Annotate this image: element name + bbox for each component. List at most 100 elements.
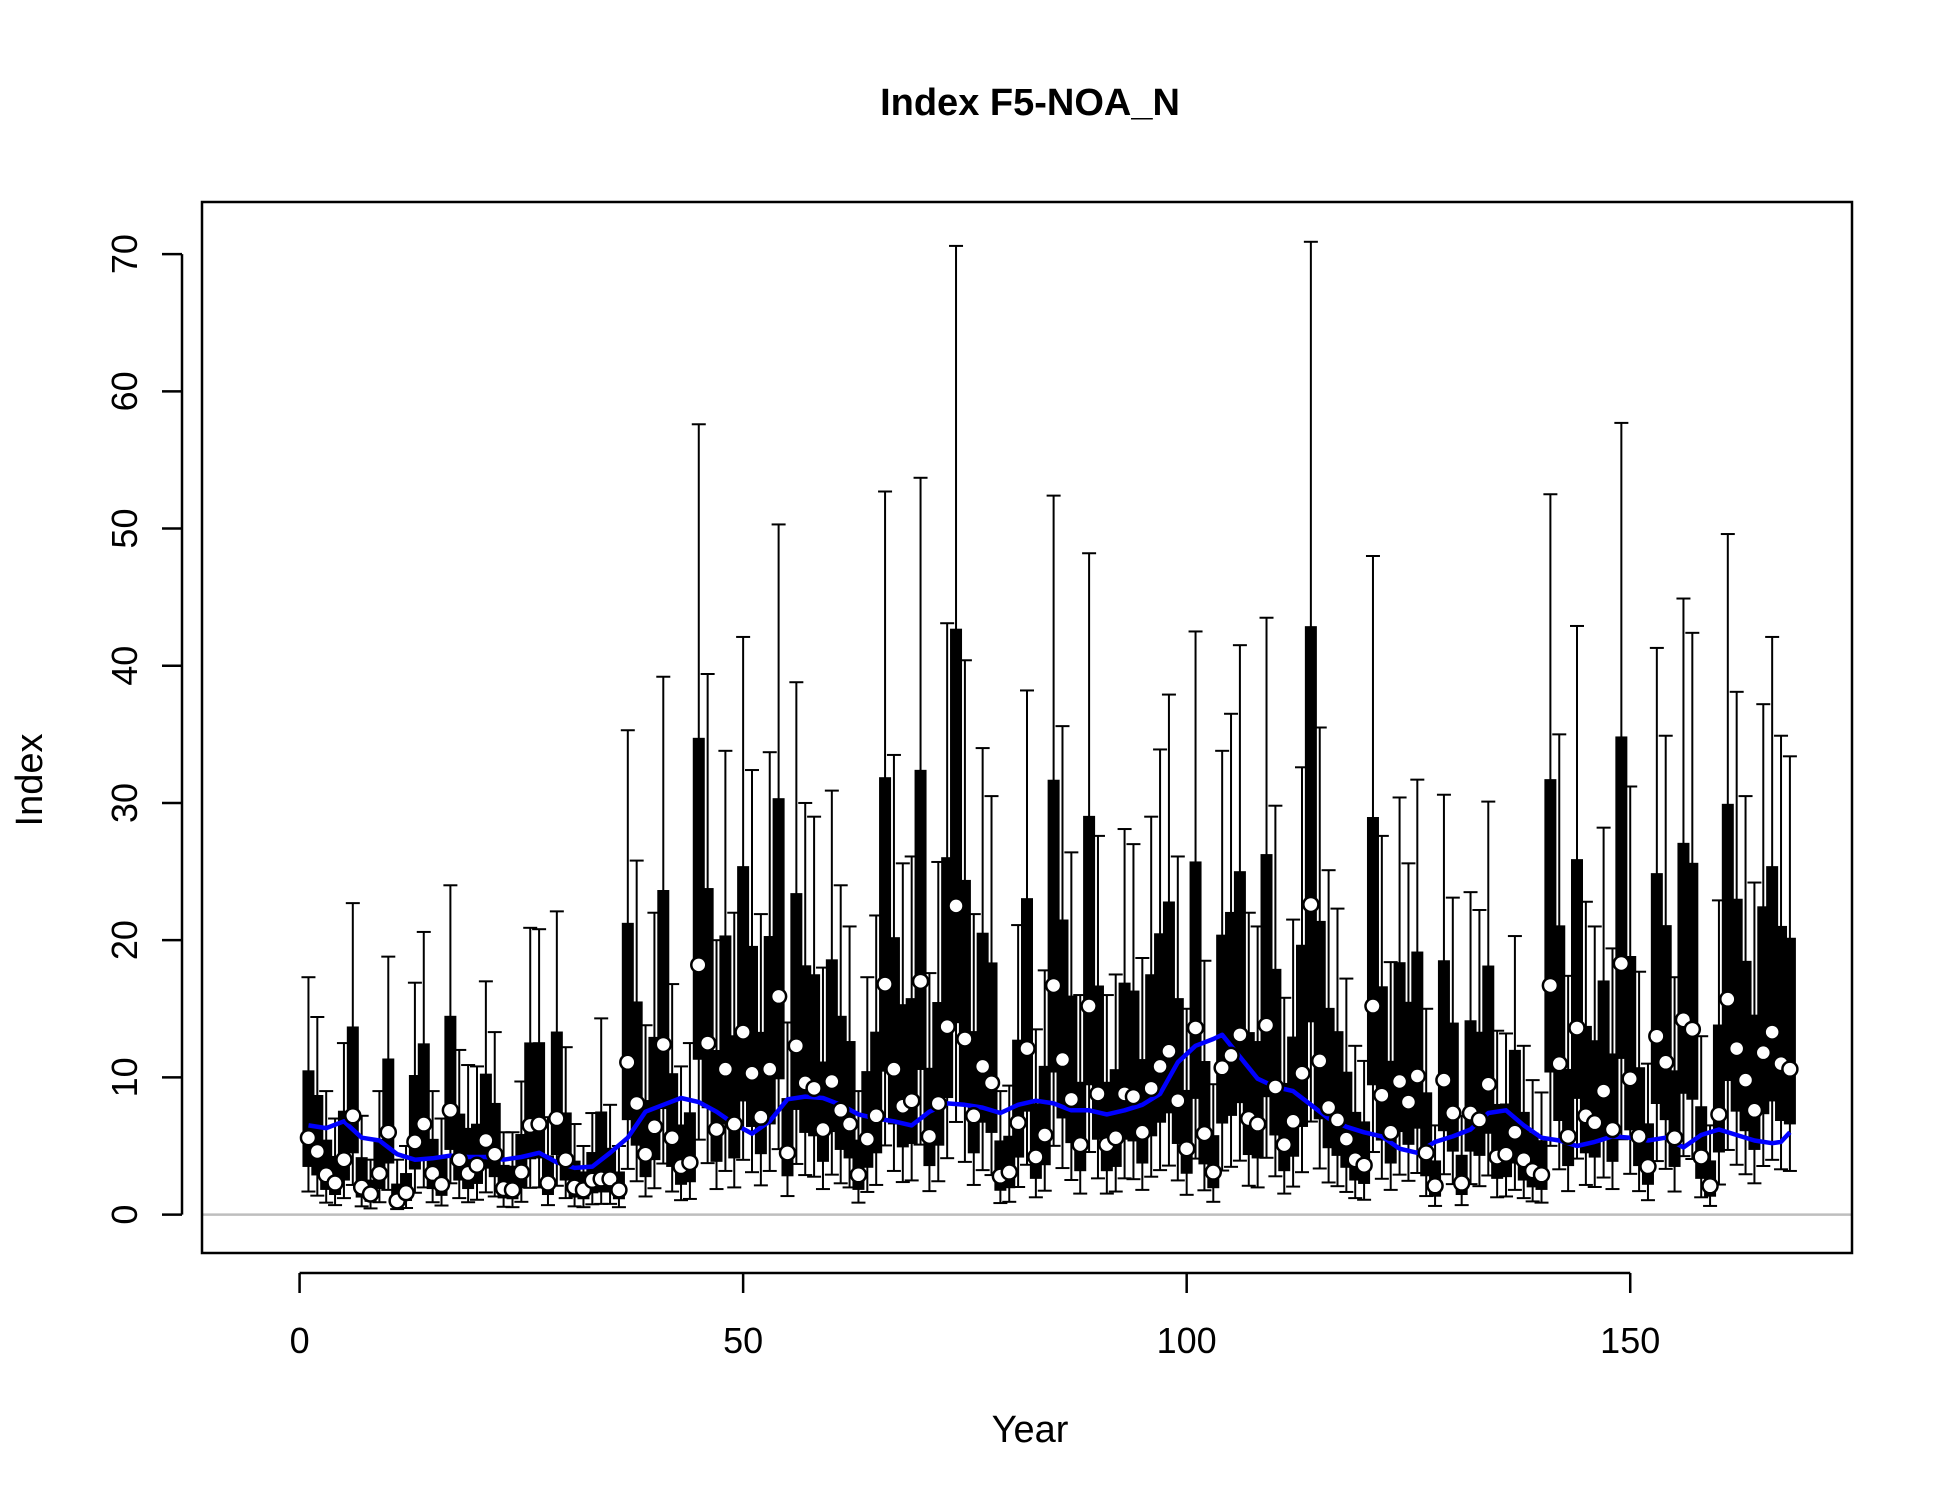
- observed-point: [681, 1153, 699, 1172]
- observed-point: [902, 1091, 921, 1110]
- observed-point: [1745, 1101, 1764, 1120]
- observed-point: [326, 1174, 344, 1192]
- box: [1021, 898, 1033, 1112]
- observed-point: [769, 987, 788, 1006]
- observed-point: [1665, 1128, 1684, 1147]
- observed-point: [379, 1123, 398, 1142]
- observed-point: [956, 1030, 974, 1048]
- observed-point: [1009, 1113, 1027, 1132]
- observed-point: [344, 1107, 362, 1125]
- observed-point: [725, 1115, 744, 1133]
- observed-point: [1701, 1177, 1719, 1195]
- observed-point: [707, 1120, 726, 1139]
- observed-point: [1550, 1054, 1569, 1073]
- observed-point: [1710, 1105, 1728, 1124]
- observed-point: [299, 1128, 318, 1147]
- observed-point: [441, 1101, 460, 1120]
- x-tick-label: 0: [290, 1320, 310, 1361]
- observed-point: [636, 1145, 655, 1163]
- x-tick-label: 150: [1600, 1320, 1660, 1361]
- observed-point: [1532, 1166, 1551, 1184]
- observed-point: [1621, 1069, 1639, 1088]
- observed-point: [1293, 1064, 1311, 1083]
- observed-point: [1479, 1075, 1498, 1093]
- observed-point: [760, 1060, 779, 1078]
- x-tick-label: 50: [723, 1320, 763, 1361]
- observed-point: [1585, 1113, 1604, 1132]
- observed-point: [1399, 1093, 1418, 1111]
- observed-point: [663, 1128, 681, 1147]
- observed-point: [645, 1118, 664, 1136]
- box: [533, 1042, 546, 1159]
- observed-point: [415, 1115, 433, 1133]
- observed-point: [1692, 1148, 1710, 1166]
- observed-point: [1656, 1053, 1675, 1072]
- observed-point: [805, 1079, 823, 1098]
- y-axis: 0 10 20 30 40 50 60 70: [104, 234, 184, 1225]
- observed-point: [1736, 1071, 1755, 1089]
- box: [1686, 862, 1699, 1100]
- y-tick-label: 60: [104, 371, 145, 411]
- observed-point: [406, 1133, 424, 1151]
- observed-point: [778, 1144, 797, 1162]
- observed-point: [849, 1166, 868, 1184]
- observed-point: [556, 1150, 575, 1169]
- observed-point: [548, 1109, 566, 1128]
- observed-point: [929, 1094, 948, 1113]
- observed-point: [1328, 1111, 1347, 1129]
- observed-point: [1000, 1163, 1019, 1181]
- observed-point: [1133, 1123, 1152, 1142]
- observed-point: [1142, 1079, 1160, 1098]
- observed-point: [1027, 1148, 1045, 1166]
- observed-point: [1186, 1019, 1205, 1037]
- observed-point: [1195, 1124, 1214, 1143]
- observed-point: [610, 1181, 628, 1199]
- observed-point: [1302, 895, 1320, 914]
- observed-point: [911, 972, 930, 991]
- chart-title: Index F5-NOA_N: [880, 82, 1180, 124]
- observed-point: [1053, 1050, 1072, 1069]
- observed-point: [1515, 1150, 1533, 1169]
- observed-point: [1594, 1082, 1613, 1100]
- observed-point: [1470, 1111, 1489, 1129]
- observed-point: [530, 1115, 548, 1133]
- observed-point: [1284, 1112, 1302, 1131]
- observed-point: [1541, 976, 1560, 995]
- observed-point: [1355, 1156, 1373, 1174]
- observed-point: [1754, 1043, 1773, 1062]
- observed-point: [503, 1181, 522, 1199]
- observed-point: [1497, 1145, 1515, 1163]
- box: [772, 798, 785, 1080]
- observed-point: [1275, 1135, 1294, 1154]
- observed-point: [512, 1163, 531, 1181]
- observed-point: [477, 1131, 495, 1150]
- observed-point: [1639, 1157, 1657, 1176]
- observed-point: [1213, 1059, 1231, 1077]
- observed-point: [867, 1107, 885, 1125]
- y-tick-label: 40: [104, 646, 145, 686]
- observed-point: [1417, 1144, 1435, 1162]
- y-tick-label: 0: [104, 1205, 145, 1225]
- observed-point: [840, 1115, 859, 1133]
- observed-point: [1381, 1123, 1400, 1142]
- observed-point: [627, 1094, 646, 1113]
- observed-point: [1781, 1060, 1799, 1078]
- box: [657, 890, 670, 1110]
- observed-point: [1177, 1139, 1196, 1158]
- observed-point: [1603, 1120, 1622, 1139]
- observed-point: [1630, 1127, 1648, 1146]
- box: [1189, 861, 1202, 1099]
- observed-point: [1612, 954, 1631, 973]
- observed-point: [539, 1174, 557, 1192]
- observed-point: [308, 1142, 327, 1161]
- observed-point: [1719, 990, 1737, 1008]
- observed-point: [1124, 1087, 1143, 1106]
- observed-point: [876, 975, 894, 993]
- y-tick-label: 70: [104, 234, 145, 274]
- observed-point: [1337, 1130, 1356, 1148]
- observed-point: [1231, 1026, 1249, 1044]
- observed-point: [1364, 997, 1382, 1015]
- observed-point: [468, 1156, 486, 1174]
- observed-point: [1648, 1027, 1666, 1045]
- y-tick-label: 30: [104, 783, 145, 823]
